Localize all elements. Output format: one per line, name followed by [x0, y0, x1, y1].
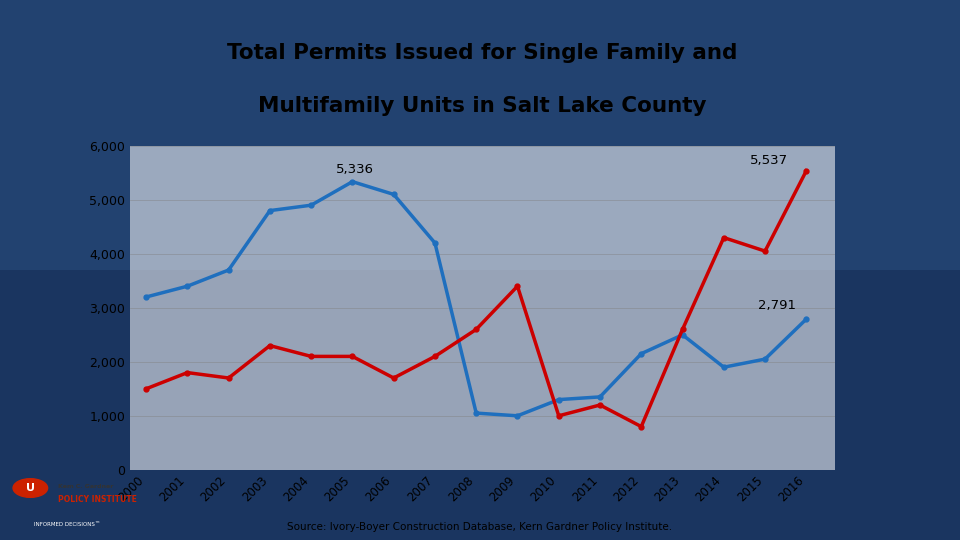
Multifamily: [677, 326, 688, 333]
Text: Multifamily Units in Salt Lake County: Multifamily Units in Salt Lake County: [258, 96, 707, 116]
Single Family: [388, 191, 399, 198]
Single Family: [470, 410, 482, 416]
Text: Kem C. Gardner: Kem C. Gardner: [58, 484, 113, 489]
Single Family: [264, 207, 276, 214]
Multifamily: [347, 353, 358, 360]
Single Family: [677, 332, 688, 338]
Text: 5,537: 5,537: [750, 154, 788, 167]
Single Family: [759, 356, 771, 362]
Single Family: [140, 294, 152, 300]
Text: INFORMED DECISIONS™: INFORMED DECISIONS™: [34, 522, 101, 526]
Single Family: [347, 178, 358, 185]
Multifamily: [388, 375, 399, 381]
Text: 2,791: 2,791: [758, 299, 797, 312]
Text: U: U: [26, 483, 35, 493]
Line: Single Family: Single Family: [144, 179, 808, 418]
Multifamily: [759, 248, 771, 254]
Multifamily: [594, 402, 606, 408]
Multifamily: [553, 413, 564, 419]
Single Family: [305, 202, 317, 208]
Circle shape: [13, 478, 48, 497]
Single Family: [636, 350, 647, 357]
Single Family: [181, 283, 193, 289]
Bar: [10, 513, 125, 535]
Text: POLICY INSTITUTE: POLICY INSTITUTE: [58, 495, 137, 504]
Multifamily: [305, 353, 317, 360]
Text: Total Permits Issued for Single Family and: Total Permits Issued for Single Family a…: [228, 43, 737, 63]
Single Family: [553, 396, 564, 403]
Multifamily: [636, 423, 647, 430]
Single Family: [594, 394, 606, 400]
Bar: [0, 0, 960, 270]
Single Family: [223, 267, 234, 273]
Multifamily: [512, 283, 523, 289]
Single Family: [801, 316, 812, 322]
Single Family: [429, 240, 441, 246]
Text: Source: Ivory-Boyer Construction Database, Kern Gardner Policy Institute.: Source: Ivory-Boyer Construction Databas…: [287, 522, 673, 532]
Multifamily: [223, 375, 234, 381]
Multifamily: [718, 234, 730, 241]
Multifamily: [264, 342, 276, 349]
Multifamily: [801, 167, 812, 174]
Multifamily: [181, 369, 193, 376]
Single Family: [718, 364, 730, 370]
Multifamily: [140, 386, 152, 392]
Multifamily: [470, 326, 482, 333]
Multifamily: [429, 353, 441, 360]
Text: 5,336: 5,336: [335, 163, 373, 176]
Line: Multifamily: Multifamily: [144, 168, 808, 429]
Single Family: [512, 413, 523, 419]
